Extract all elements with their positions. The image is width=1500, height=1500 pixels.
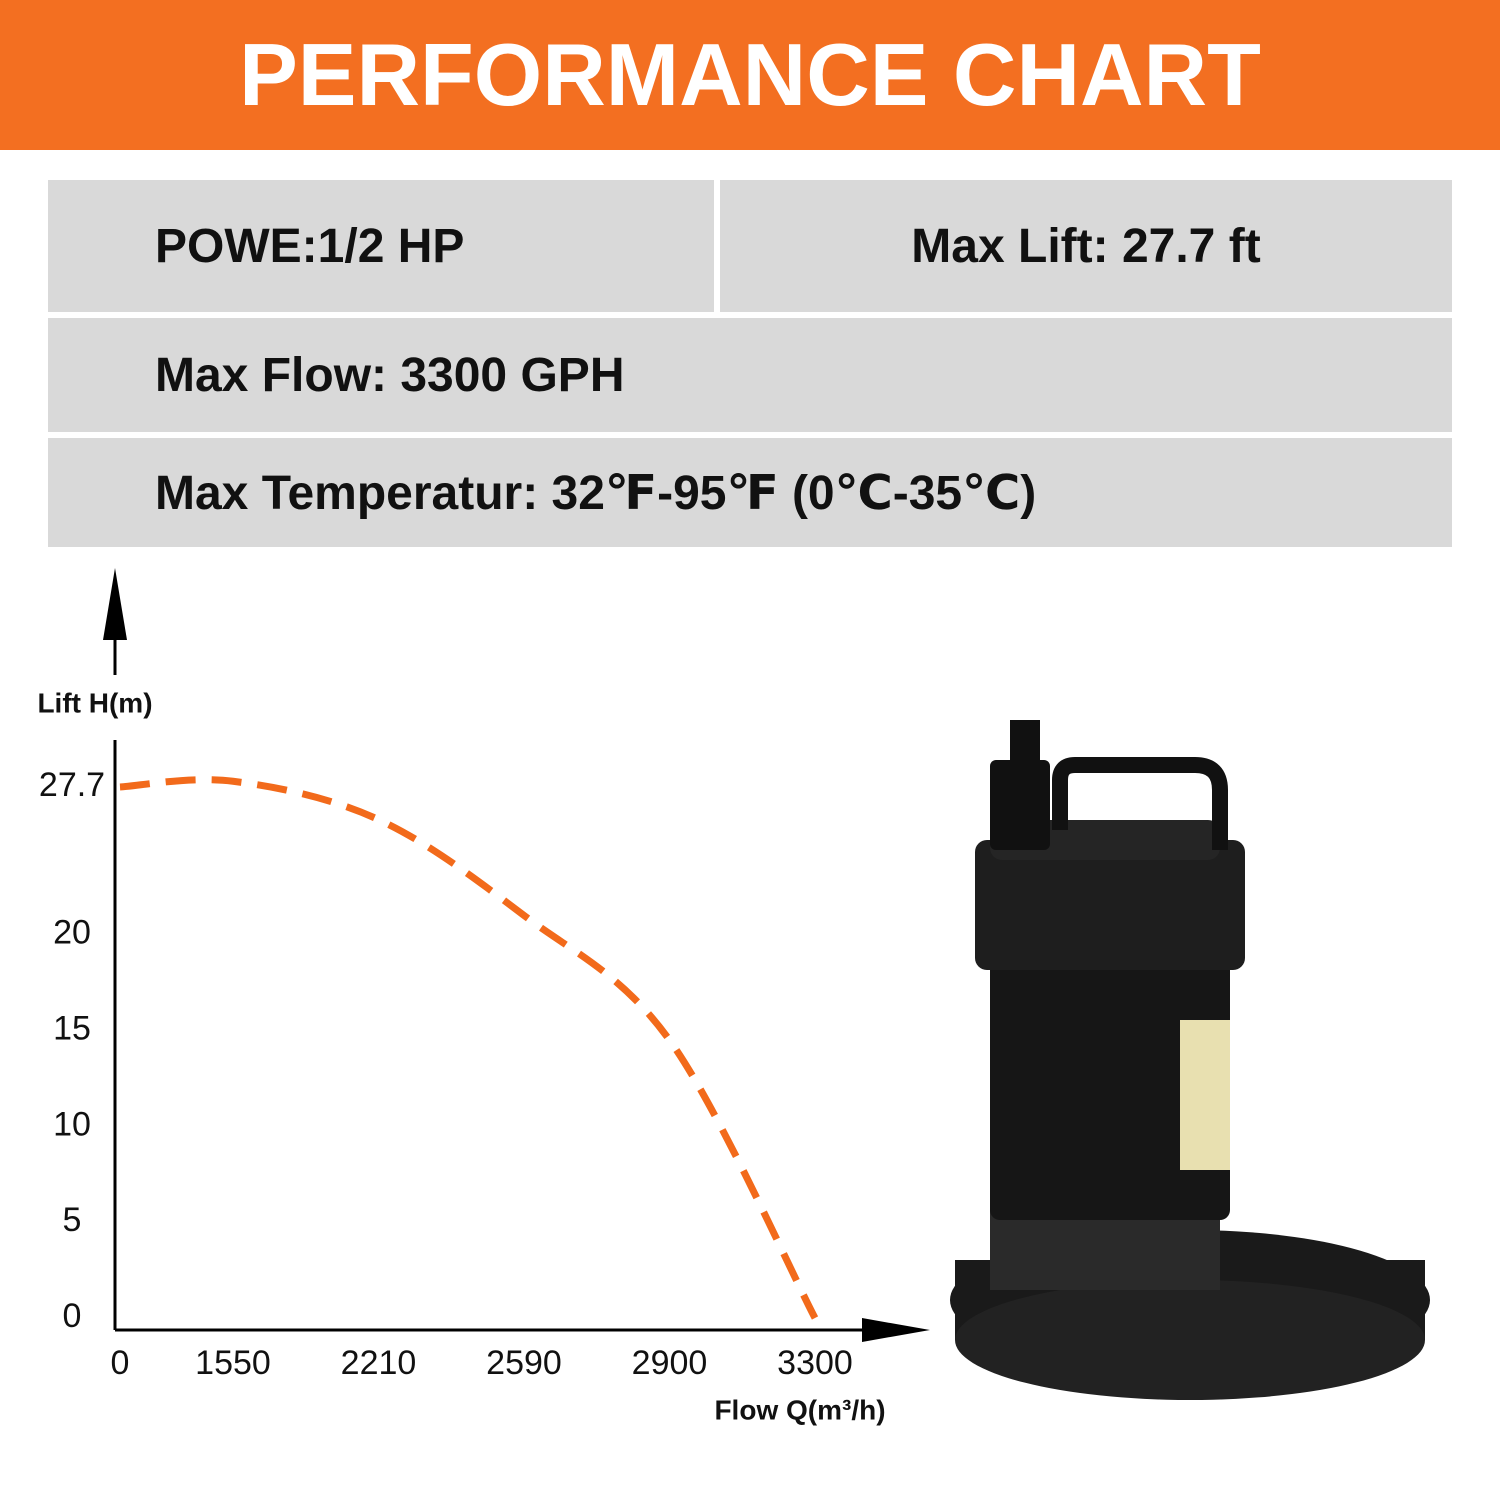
- spec-flow: Max Flow: 3300 GPH: [48, 318, 1452, 432]
- x-tick-label: 2590: [486, 1344, 562, 1382]
- title: PERFORMANCE CHART: [0, 0, 1500, 150]
- x-tick-label: 2210: [341, 1344, 417, 1382]
- y-tick-label: 10: [53, 1105, 91, 1143]
- flow-curve: [119, 776, 819, 1320]
- x-tick-label: 3300: [777, 1344, 853, 1382]
- y-axis-label: Lift H(m): [37, 687, 152, 718]
- y-tick-label: 27.7: [39, 766, 105, 804]
- y-tick-label: 20: [53, 914, 91, 952]
- x-tick-label: 2900: [632, 1344, 708, 1382]
- spec-power: POWE:1/2 HP: [48, 180, 714, 312]
- x-arrow: [862, 1318, 930, 1342]
- spec-temperature: Max Temperatur: 32℉-95℉ (0℃-35℃): [48, 438, 1452, 547]
- x-tick-label: 1550: [195, 1344, 271, 1382]
- x-tick-label: 0: [111, 1344, 130, 1382]
- y-tick-label: 15: [53, 1009, 91, 1047]
- y-tick-label: 5: [63, 1201, 82, 1239]
- spec-lift: Max Lift: 27.7 ft: [720, 180, 1452, 312]
- y-arrow: [103, 568, 127, 640]
- pump-illustration: [950, 720, 1430, 1400]
- x-axis-label: Flow Q(m³/h): [714, 1394, 885, 1425]
- y-tick-label: 0: [63, 1297, 82, 1335]
